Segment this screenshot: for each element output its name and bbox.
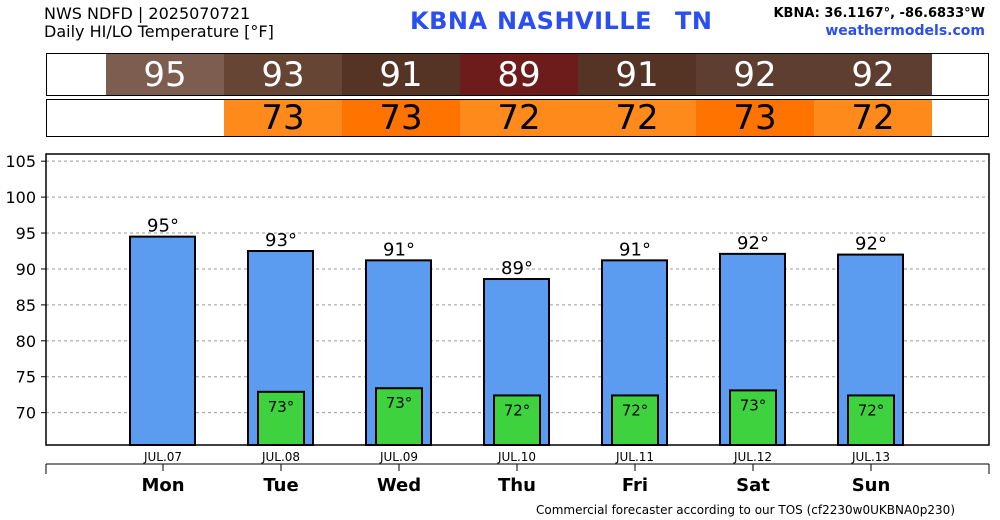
low-temp-label: 72° xyxy=(858,401,885,419)
low-temp-bar xyxy=(847,394,895,446)
website-link[interactable]: weathermodels.com xyxy=(825,23,985,39)
high-temp-label: 91° xyxy=(619,239,651,260)
header-variable-line: Daily HI/LO Temperature [°F] xyxy=(44,22,274,41)
high-temp-bar xyxy=(129,235,196,446)
low-temp-cell: 72 xyxy=(460,98,578,138)
low-temp-label: 73° xyxy=(386,394,413,412)
high-temp-strip: 95 93 91 89 91 92 92 xyxy=(46,53,989,96)
low-temp-cell: 73 xyxy=(342,98,460,138)
y-tick-label: 80 xyxy=(16,332,36,351)
date-label: JUL.09 xyxy=(379,450,418,464)
day-label: Sun xyxy=(852,475,891,496)
low-temp-cell: 72 xyxy=(814,98,932,138)
station-id: KBNA xyxy=(410,7,488,35)
high-temp-cell: 91 xyxy=(342,54,460,95)
footer-terms-note: Commercial forecaster according to our T… xyxy=(535,503,955,517)
day-label: Fri xyxy=(622,475,648,496)
low-temp-cell: 72 xyxy=(578,98,696,138)
day-label: Thu xyxy=(498,475,536,496)
y-tick-label: 90 xyxy=(16,260,36,279)
low-temp-cell: 73 xyxy=(696,98,814,138)
high-temp-cell: 92 xyxy=(814,54,932,95)
low-temp-bar xyxy=(375,387,423,446)
day-label: Mon xyxy=(141,475,184,496)
date-label: JUL.13 xyxy=(851,450,890,464)
low-temp-cell: 73 xyxy=(224,98,342,138)
date-label: JUL.11 xyxy=(615,450,654,464)
y-tick-label: 70 xyxy=(16,404,36,423)
low-temp-bar xyxy=(493,394,541,446)
high-temp-cell: 93 xyxy=(224,54,342,95)
day-label: Tue xyxy=(263,475,298,496)
date-label: JUL.07 xyxy=(143,450,182,464)
date-label: JUL.10 xyxy=(497,450,536,464)
station-coordinates: KBNA: 36.1167°, -86.6833°W xyxy=(773,6,985,21)
day-label: Sat xyxy=(736,475,770,496)
low-temp-label: 72° xyxy=(504,401,531,419)
low-temp-strip: 73 73 72 72 73 72 xyxy=(46,98,989,138)
low-temp-label: 73° xyxy=(740,396,767,414)
y-tick-label: 75 xyxy=(16,368,36,387)
low-temp-bar xyxy=(611,394,659,446)
low-temp-bar xyxy=(257,390,305,446)
high-temp-label: 89° xyxy=(501,258,533,279)
date-label: JUL.08 xyxy=(261,450,300,464)
day-label: Wed xyxy=(377,475,421,496)
low-temp-bar xyxy=(729,389,777,446)
y-tick-label: 85 xyxy=(16,296,36,315)
y-tick-label: 105 xyxy=(5,152,36,171)
y-tick-label: 95 xyxy=(16,224,36,243)
high-temp-label: 92° xyxy=(855,234,887,255)
date-label: JUL.12 xyxy=(733,450,772,464)
header-product-line: NWS NDFD | 2025070721 xyxy=(44,4,251,23)
high-temp-label: 91° xyxy=(383,239,415,260)
y-tick-label: 100 xyxy=(5,188,36,207)
low-temp-label: 73° xyxy=(268,398,295,416)
high-temp-cell: 91 xyxy=(578,54,696,95)
station-name: NASHVILLE xyxy=(497,7,653,35)
high-temp-cell: 89 xyxy=(460,54,578,95)
high-temp-label: 92° xyxy=(737,233,769,254)
high-temp-cell: 92 xyxy=(696,54,814,95)
high-temp-cell: 95 xyxy=(106,54,224,95)
low-temp-label: 72° xyxy=(622,401,649,419)
station-state: TN xyxy=(675,7,713,35)
high-temp-label: 93° xyxy=(265,230,297,251)
low-temp-cell xyxy=(106,100,224,136)
high-temp-label: 95° xyxy=(147,216,179,237)
